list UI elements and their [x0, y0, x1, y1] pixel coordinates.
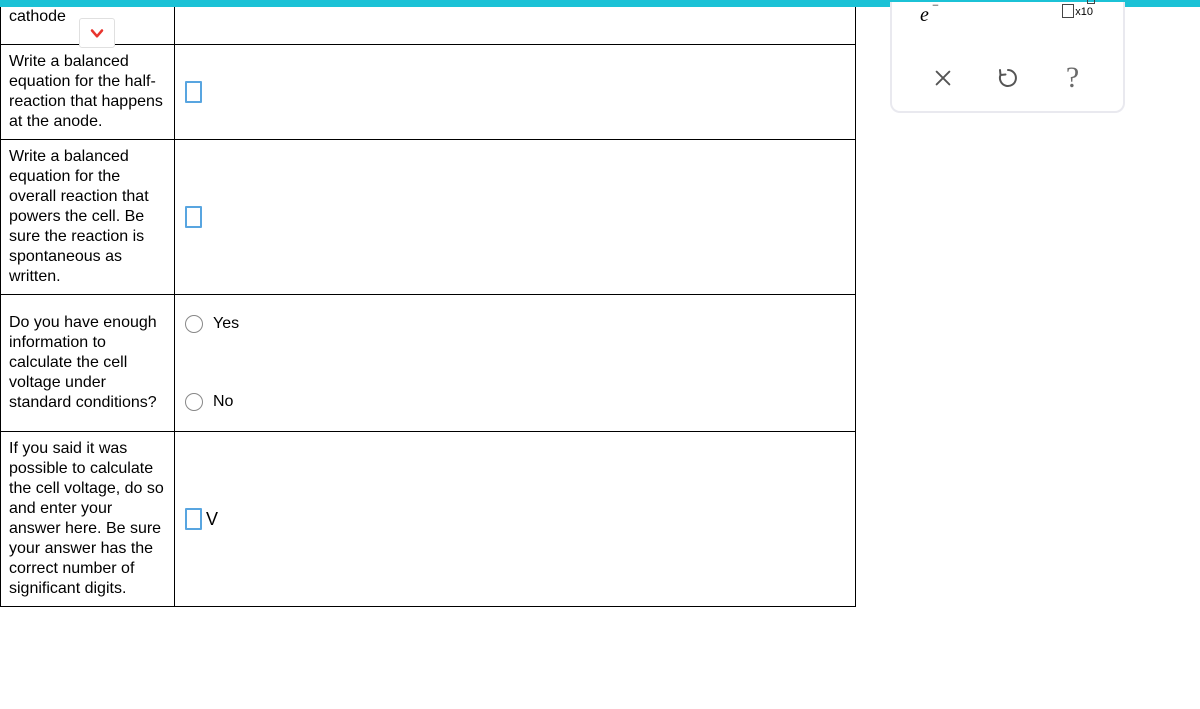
row-enough-info: Do you have enough information to calcul…	[0, 295, 856, 432]
row-anode: Write a balanced equation for the half-r…	[0, 45, 856, 140]
input-cathode[interactable]	[175, 7, 856, 44]
toolbox-actions-row: ?	[892, 37, 1123, 97]
toolbox-symbols-row: e − x10	[892, 2, 1123, 37]
label-anode-text: Write a balanced equation for the half-r…	[9, 52, 168, 132]
reset-button[interactable]	[995, 65, 1021, 91]
input-overall[interactable]	[175, 140, 856, 294]
row-voltage: If you said it was possible to calculate…	[0, 432, 856, 607]
formula-input-voltage[interactable]	[185, 508, 202, 530]
formula-input-anode[interactable]	[185, 81, 202, 103]
voltage-unit: V	[206, 509, 218, 530]
radio-group-enough-info: Yes No	[185, 305, 239, 421]
x10-label: x10	[1075, 6, 1093, 18]
chevron-down-icon	[87, 23, 107, 43]
undo-icon	[996, 66, 1020, 90]
electron-symbol-button[interactable]: e −	[920, 4, 929, 27]
radio-yes-label: Yes	[213, 315, 239, 333]
label-cathode: cathode	[0, 7, 175, 44]
input-voltage[interactable]: V	[175, 432, 856, 606]
electron-base: e	[920, 4, 929, 26]
label-enough-info-text: Do you have enough information to calcul…	[9, 313, 168, 413]
row-cathode: cathode	[0, 7, 856, 45]
label-enough-info: Do you have enough information to calcul…	[0, 295, 175, 431]
label-voltage-text: If you said it was possible to calculate…	[9, 439, 168, 599]
radio-circle-icon	[185, 315, 203, 333]
radio-no[interactable]: No	[185, 393, 239, 411]
label-overall-text: Write a balanced equation for the overal…	[9, 147, 168, 287]
voltage-input-wrap: V	[185, 508, 218, 530]
clear-button[interactable]	[930, 65, 956, 91]
x10-button[interactable]: x10	[1062, 4, 1093, 18]
question-icon: ?	[1066, 61, 1079, 95]
row-overall: Write a balanced equation for the overal…	[0, 140, 856, 295]
close-icon	[932, 67, 954, 89]
electron-sup: −	[932, 0, 939, 13]
label-voltage: If you said it was possible to calculate…	[0, 432, 175, 606]
formula-input-overall[interactable]	[185, 206, 202, 228]
radio-circle-icon	[185, 393, 203, 411]
label-cathode-text: cathode	[9, 7, 66, 27]
radio-no-label: No	[213, 393, 233, 411]
help-button[interactable]: ?	[1060, 65, 1086, 91]
question-table: cathode Write a balanced equation for th…	[0, 7, 856, 607]
radio-yes[interactable]: Yes	[185, 315, 239, 333]
input-toolbox: e − x10 ?	[890, 2, 1125, 113]
label-anode: Write a balanced equation for the half-r…	[0, 45, 175, 139]
x10-sup-box-icon	[1087, 0, 1095, 4]
cathode-dropdown[interactable]	[79, 18, 115, 48]
input-anode[interactable]	[175, 45, 856, 139]
input-enough-info: Yes No	[175, 295, 856, 431]
x10-base-box-icon	[1062, 4, 1074, 18]
label-overall: Write a balanced equation for the overal…	[0, 140, 175, 294]
